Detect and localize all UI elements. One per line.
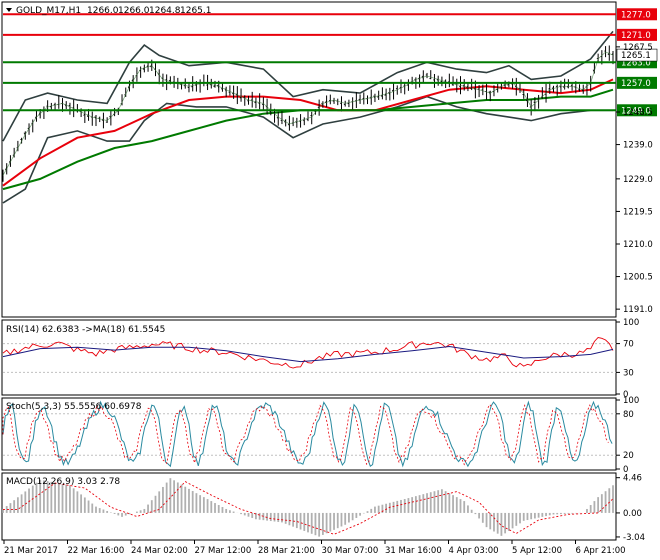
price-bar-open-tick <box>191 85 193 88</box>
level-tag-1271.0 <box>617 28 657 41</box>
macd-tick-label: -3.04 <box>623 533 645 543</box>
x-tick-label: 22 Mar 16:00 <box>68 546 125 556</box>
price-bar-open-tick <box>339 102 342 105</box>
price-bar-open-tick <box>429 77 431 80</box>
price-bar-open-tick <box>306 118 309 121</box>
price-bar-open-tick <box>391 89 394 93</box>
stoch-signal-line <box>2 403 609 466</box>
x-tick-label: 31 Mar 16:00 <box>385 546 442 556</box>
price-bar-open-tick <box>317 106 320 109</box>
ohlc-close: 1265.1 <box>180 6 212 16</box>
rsi-tick-label: 100 <box>623 318 639 328</box>
stoch-tick-label: 80 <box>623 410 634 420</box>
symbol-label: GOLD_M17,H1 <box>16 6 81 16</box>
main-pane-frame <box>1 1 617 318</box>
x-tick-label: 21 Mar 2017 <box>4 546 58 556</box>
level-tag-1277.0 <box>617 8 657 21</box>
price-bar-open-tick <box>187 86 190 89</box>
rsi-series <box>2 337 616 373</box>
stoch-label: Stoch(5,3,3) 55.5556 60.6978 <box>6 402 142 412</box>
ohlc-low: 1264.8 <box>149 6 181 16</box>
level-tag-label: 1257.0 <box>621 79 651 89</box>
price-bar-open-tick <box>451 83 454 86</box>
level-tag-1257.0 <box>617 76 657 89</box>
stoch-pane-frame <box>1 397 617 471</box>
rsi-tick-label: 30 <box>623 368 634 378</box>
price-bar-open-tick <box>287 123 290 126</box>
macd-label: MACD(12,26,9) 3.03 2.78 <box>6 477 120 487</box>
level-tag-1249.0 <box>617 104 657 117</box>
price-bar-open-tick <box>247 100 249 102</box>
price-bar-open-tick <box>347 102 350 105</box>
y-tick-label: 1219.5 <box>623 207 653 217</box>
rsi-ma-line <box>2 345 614 363</box>
macd-tick-label: 4.46 <box>623 474 642 484</box>
main-price-series <box>1 13 616 204</box>
level-tag-label: 1271.0 <box>621 31 651 41</box>
price-bar-open-tick <box>131 78 134 82</box>
x-tick-label: 30 Mar 07:00 <box>322 546 379 556</box>
collapse-triangle-icon[interactable] <box>6 8 12 12</box>
price-bar-open-tick <box>34 115 37 119</box>
current-price-label: 1265.1 <box>621 51 651 61</box>
price-bar-open-tick <box>343 103 346 105</box>
band-lower-line <box>2 95 613 204</box>
price-bar-open-tick <box>395 87 398 90</box>
stoch-series <box>2 400 616 468</box>
rsi-label: RSI(14) 62.6383 ->MA(18) 61.5545 <box>6 325 165 335</box>
y-tick-label: 1229.0 <box>623 175 653 185</box>
axes: 1277.01271.01263.01257.01249.01265.11267… <box>3 8 658 556</box>
price-bar-open-tick <box>332 100 335 102</box>
stoch-tick-label: 20 <box>623 451 634 461</box>
y-tick-label: 1191.0 <box>623 305 653 315</box>
price-bar-open-tick <box>83 113 86 116</box>
price-bar-open-tick <box>220 88 223 90</box>
rsi-tick-label: 0 <box>623 390 628 400</box>
current-price-tag <box>616 48 658 62</box>
price-bar-open-tick <box>213 84 216 88</box>
stoch-main-line <box>2 400 613 468</box>
band-upper-line <box>2 30 614 142</box>
stoch-tick-label: 0 <box>623 465 628 475</box>
price-bar-open-tick <box>548 87 550 90</box>
rsi-tick-label: 70 <box>623 340 634 350</box>
macd-pane-frame <box>1 472 617 541</box>
y-tick-label: 1248.5 <box>623 108 653 118</box>
y-tick-label: 1200.5 <box>623 273 653 283</box>
y-tick-label: 1267.5 <box>623 43 653 53</box>
macd-histogram <box>2 478 614 537</box>
level-tag-label: 1249.0 <box>621 106 651 116</box>
x-tick-label: 6 Apr 21:00 <box>576 546 626 556</box>
x-tick-label: 24 Mar 02:00 <box>131 546 188 556</box>
price-bar-open-tick <box>276 117 279 119</box>
price-bar-open-tick <box>168 79 171 82</box>
rsi-line <box>2 337 614 369</box>
stoch-tick-label: 100 <box>623 396 639 406</box>
x-tick-label: 28 Mar 21:00 <box>258 546 315 556</box>
price-bar-open-tick <box>533 101 536 104</box>
y-tick-label: 1239.0 <box>623 141 653 151</box>
macd-series <box>2 478 614 537</box>
ohlc-open: 1266.0 <box>87 6 119 16</box>
price-bar-open-tick <box>146 65 149 68</box>
x-tick-label: 5 Apr 12:00 <box>512 546 562 556</box>
price-bar-open-tick <box>261 103 264 106</box>
x-tick-label: 27 Mar 12:00 <box>195 546 252 556</box>
close-line <box>2 51 614 176</box>
price-bar-open-tick <box>127 85 130 89</box>
price-bar-open-tick <box>8 160 11 163</box>
ohlc-high: 1266.0 <box>118 6 150 16</box>
price-bar-open-tick <box>109 115 112 119</box>
x-tick-label: 4 Apr 03:00 <box>449 546 499 556</box>
y-tick-label: 1210.0 <box>623 240 653 250</box>
price-bar-open-tick <box>5 167 8 171</box>
level-tag-label: 1277.0 <box>621 10 651 20</box>
macd-tick-label: 0.00 <box>623 509 642 519</box>
rsi-pane-frame <box>1 319 617 396</box>
level-tag-label: 1263.0 <box>621 58 651 68</box>
